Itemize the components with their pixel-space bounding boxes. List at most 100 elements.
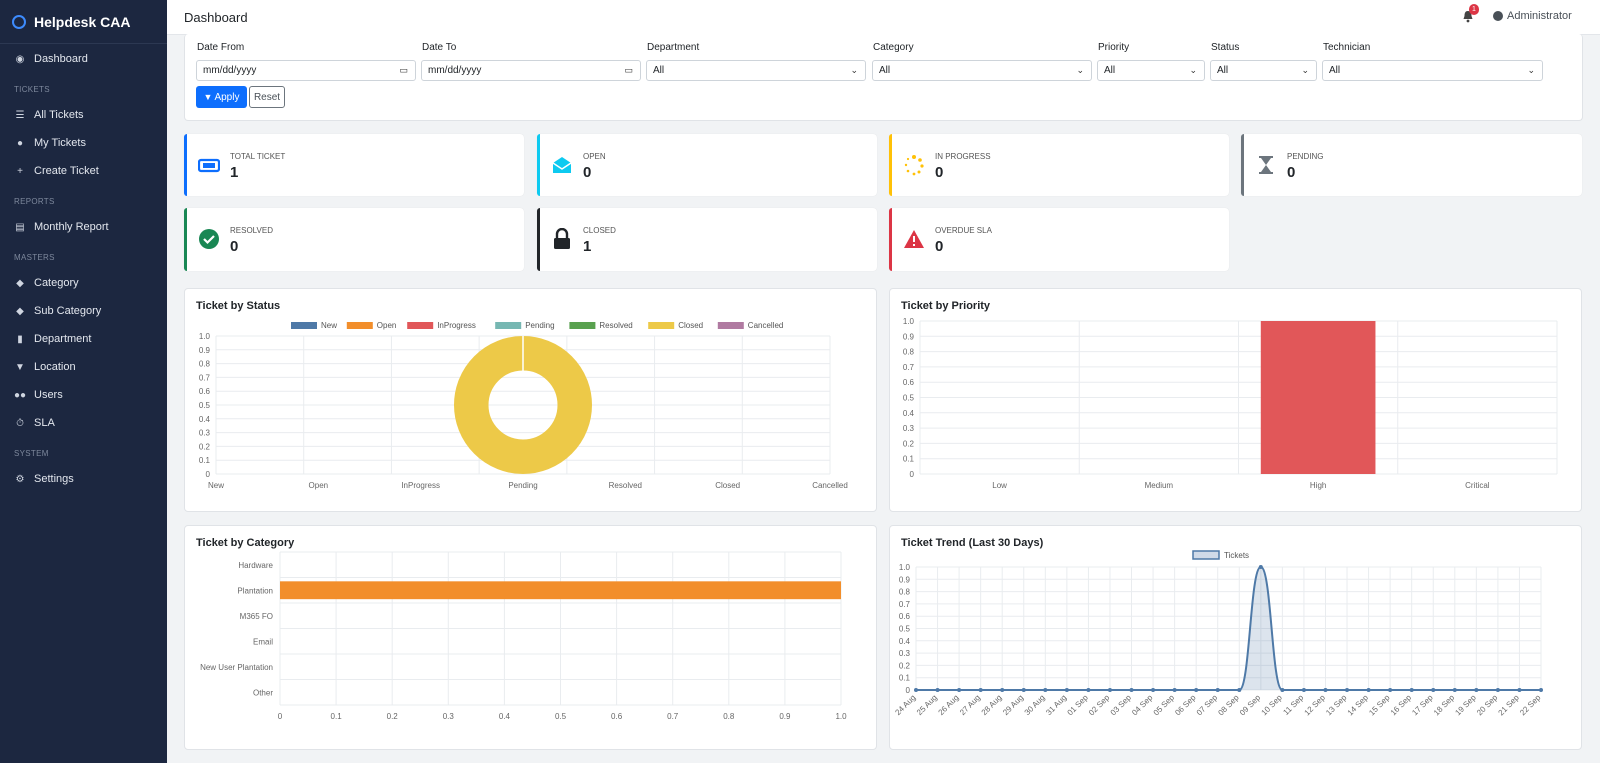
trend-point (1129, 688, 1134, 692)
category-x-tick: 0.1 (331, 712, 343, 721)
department-label: Department (647, 42, 700, 53)
department-value: All (653, 65, 665, 76)
trend-x-tick: 05 Sep (1152, 693, 1177, 718)
trend-point (1388, 688, 1393, 692)
trend-chart-panel: Ticket Trend (Last 30 Days) 1.0 0.9 0.8 0.7… (889, 525, 1582, 750)
technician-select[interactable]: All ⌄ (1322, 60, 1543, 81)
sidebar-section-system: SYSTEM (14, 449, 49, 458)
trend-point (1323, 688, 1328, 692)
sidebar-item-label: Department (34, 333, 92, 345)
stat-value: 1 (230, 164, 239, 181)
trend-point (957, 688, 962, 692)
tags-icon: ◆ (16, 277, 24, 289)
category-select[interactable]: All ⌄ (872, 60, 1092, 81)
status-y-tick: 0.7 (199, 373, 211, 382)
sidebar-item-department[interactable]: ▮ Department (0, 325, 167, 353)
status-legend-swatch (407, 322, 434, 329)
trend-point (1000, 688, 1005, 692)
trend-point (1064, 688, 1069, 692)
stat-label: RESOLVED (230, 226, 273, 235)
calendar-icon[interactable]: ▭ (399, 65, 408, 75)
list-icon: ☰ (15, 109, 25, 121)
sidebar-item-settings[interactable]: ⚙ Settings (0, 465, 167, 493)
trend-x-tick: 25 Aug (915, 693, 939, 717)
priority-value: All (1104, 65, 1116, 76)
brand[interactable]: Helpdesk CAA (0, 0, 167, 44)
sidebar-item-label: My Tickets (34, 137, 86, 149)
stat-accent (889, 134, 892, 196)
gauge-icon: ◉ (15, 53, 25, 65)
status-y-tick: 0.4 (199, 415, 211, 424)
category-x-tick: 0.2 (387, 712, 399, 721)
trend-point (1452, 688, 1457, 692)
trend-x-tick: 11 Sep (1281, 693, 1305, 717)
trend-x-tick: 10 Sep (1259, 693, 1284, 718)
calendar-icon[interactable]: ▭ (624, 65, 633, 75)
trend-chart: 1.0 0.9 0.8 0.7 0.6 0.5 0.4 0.3 0.2 0.1 0 Tickets 24… (893, 550, 1543, 718)
sidebar-item-location[interactable]: ▼ Location (0, 353, 167, 381)
stat-total-ticket: TOTAL TICKET 1 (184, 134, 524, 196)
stat-label: OPEN (583, 152, 606, 161)
sidebar-item-sla[interactable]: ⏱ SLA (0, 409, 167, 437)
date-to-input[interactable]: mm/dd/yyyy ▭ (421, 60, 641, 81)
sidebar-item-dashboard[interactable]: ◉ Dashboard (0, 45, 167, 73)
trend-x-tick: 01 Sep (1066, 693, 1091, 718)
trend-point (1172, 688, 1177, 692)
apply-label: Apply (214, 91, 240, 103)
trend-x-tick: 31 Aug (1044, 693, 1068, 717)
check-circle-icon (198, 228, 220, 250)
sidebar-item-all-tickets[interactable]: ☰ All Tickets (0, 101, 167, 129)
sidebar-item-create-ticket[interactable]: + Create Ticket (0, 157, 167, 185)
trend-x-tick: 19 Sep (1453, 693, 1478, 718)
department-select[interactable]: All ⌄ (646, 60, 866, 81)
category-x-tick: 0.8 (723, 712, 735, 721)
trend-x-tick: 27 Aug (958, 693, 982, 717)
sidebar-item-monthly-report[interactable]: ▤ Monthly Report (0, 213, 167, 241)
trend-x-tick: 28 Aug (980, 693, 1004, 717)
trend-point (914, 688, 918, 692)
priority-y-tick: 0.1 (903, 455, 915, 464)
date-to-label: Date To (422, 42, 457, 53)
plus-icon: + (17, 165, 23, 177)
status-legend-label: New (321, 321, 337, 330)
stat-value: 1 (583, 238, 592, 255)
reset-button[interactable]: Reset (249, 86, 285, 108)
trend-x-tick: 17 Sep (1410, 693, 1435, 718)
priority-y-tick: 0 (910, 470, 915, 479)
trend-point (1107, 688, 1112, 692)
envelope-open-icon (551, 154, 573, 176)
trend-x-tick: 20 Sep (1475, 693, 1500, 718)
trend-point (1021, 688, 1026, 692)
status-select[interactable]: All ⌄ (1210, 60, 1317, 81)
topbar: Dashboard 1 Administrator (167, 0, 1600, 35)
sidebar-item-sub-category[interactable]: ◆ Sub Category (0, 297, 167, 325)
sidebar-item-label: Dashboard (34, 53, 88, 65)
lock-icon (551, 228, 573, 250)
user-menu[interactable]: Administrator (1493, 10, 1572, 22)
chevron-down-icon: ⌄ (1076, 65, 1084, 75)
trend-y-tick: 0.6 (899, 612, 911, 621)
trend-x-tick: 03 Sep (1109, 693, 1134, 718)
status-legend-label: Resolved (599, 321, 632, 330)
status-legend-swatch (346, 322, 373, 329)
status-x-tick: Pending (508, 481, 537, 490)
status-y-tick: 0.2 (199, 442, 211, 451)
apply-button[interactable]: ▼ Apply (196, 86, 247, 108)
status-legend-label: Open (377, 321, 397, 330)
user-name: Administrator (1507, 10, 1572, 22)
priority-select[interactable]: All ⌄ (1097, 60, 1205, 81)
trend-point (1539, 688, 1543, 692)
priority-label: Priority (1098, 42, 1130, 53)
trend-point (1151, 688, 1156, 692)
trend-y-tick: 0.3 (899, 649, 911, 658)
trend-legend-label: Tickets (1224, 551, 1249, 560)
date-from-input[interactable]: mm/dd/yyyy ▭ (196, 60, 416, 81)
status-x-tick: Closed (715, 481, 740, 490)
status-legend-swatch (569, 322, 596, 329)
priority-y-tick: 0.7 (903, 363, 915, 372)
trend-x-tick: 13 Sep (1324, 693, 1349, 718)
sidebar-item-my-tickets[interactable]: ● My Tickets (0, 129, 167, 157)
sidebar-item-category[interactable]: ◆ Category (0, 269, 167, 297)
sidebar-item-users[interactable]: ●● Users (0, 381, 167, 409)
trend-x-tick: 12 Sep (1303, 693, 1328, 718)
